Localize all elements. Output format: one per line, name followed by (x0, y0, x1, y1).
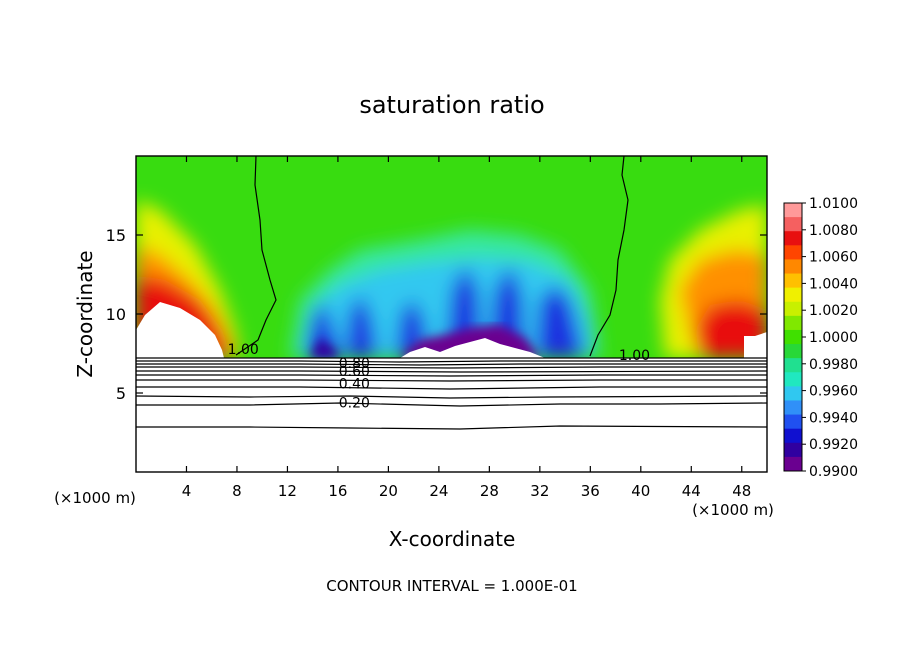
contour-label-1: 1.00 (619, 348, 650, 364)
contour-interval-note: CONTOUR INTERVAL = 1.000E-01 (326, 577, 577, 595)
contour-lines (136, 156, 767, 430)
colorbar-segment-2 (784, 231, 802, 246)
colorbar-segment-7 (784, 301, 802, 317)
x-tick-label-9: 40 (631, 482, 650, 500)
contour-label-5: 0.20 (339, 395, 370, 411)
x-axis-label: X-coordinate (389, 527, 516, 551)
colorbar-label-5: 1.0000 (809, 330, 858, 346)
colorbar-segment-18 (784, 456, 802, 472)
colorbar-label-3: 1.0040 (809, 276, 858, 292)
x-tick-label-3: 16 (328, 482, 347, 500)
x-tick-label-7: 32 (530, 482, 549, 500)
contour-label-4: 0.40 (339, 377, 370, 393)
colorbar-segment-0 (784, 203, 802, 218)
colorbar-label-2: 1.0060 (809, 250, 858, 266)
contour-labels: 1.00 1.00 0.800.600.40 0.20 (228, 342, 650, 412)
colorbar-segment-12 (784, 372, 802, 387)
colorbar-segment-11 (784, 358, 802, 373)
colorbar-label-7: 0.9960 (809, 384, 858, 400)
y-axis-label: Z-coordinate (73, 250, 97, 377)
colorbar-segment-15 (784, 414, 802, 430)
contour-label-2: 0.80 (339, 356, 370, 372)
y-tick-label-1: 10 (106, 305, 126, 324)
x-axis: 4 8 12 16 20 24 28 32 36 40 44 48 (182, 156, 751, 500)
colorbar-label-4: 1.0020 (809, 303, 858, 319)
colorbar-label-0: 1.0100 (809, 196, 858, 212)
x-tick-label-10: 44 (682, 482, 701, 500)
x-tick-label-6: 28 (480, 482, 499, 500)
colorbar-segment-8 (784, 315, 802, 331)
colorbar-label-1: 1.0080 (809, 223, 858, 239)
x-unit-right: (×1000 m) (692, 501, 774, 519)
contour-label-3: 0.60 (339, 364, 370, 380)
x-tick-label-1: 8 (232, 482, 242, 500)
heatmap-field (136, 156, 767, 472)
colorbar-label-8: 0.9940 (809, 410, 858, 426)
colorbar-label-10: 0.9900 (809, 464, 858, 480)
x-tick-label-4: 20 (379, 482, 398, 500)
colorbar-label-9: 0.9920 (809, 437, 858, 453)
y-axis: 5 10 15 (106, 226, 767, 403)
contour-label-0: 1.00 (228, 342, 259, 358)
y-tick-label-0: 5 (116, 384, 126, 403)
colorbar-segment-4 (784, 259, 802, 275)
colorbar-segment-17 (784, 442, 802, 458)
x-tick-label-0: 4 (182, 482, 192, 500)
x-tick-label-11: 48 (732, 482, 751, 500)
colorbar: 1.0100 1.0080 1.0060 1.0040 1.0020 1.0000 0.99… (783, 196, 858, 480)
colorbar-segment-5 (784, 273, 802, 289)
colorbar-segment-14 (784, 400, 802, 416)
colorbar-segment-16 (784, 428, 802, 444)
colorbar-segment-13 (784, 386, 802, 401)
colorbar-segment-3 (784, 245, 802, 260)
y-tick-label-2: 15 (106, 226, 126, 245)
x-unit-left: (×1000 m) (54, 489, 136, 507)
chart-title: saturation ratio (359, 91, 544, 119)
colorbar-label-6: 0.9980 (809, 357, 858, 373)
colorbar-segment-9 (784, 329, 802, 345)
colorbar-segment-10 (784, 344, 802, 359)
x-tick-label-8: 36 (581, 482, 600, 500)
colorbar-segment-1 (784, 217, 802, 232)
x-tick-label-5: 24 (429, 482, 448, 500)
x-tick-label-2: 12 (278, 482, 297, 500)
colorbar-segment-6 (784, 287, 802, 303)
